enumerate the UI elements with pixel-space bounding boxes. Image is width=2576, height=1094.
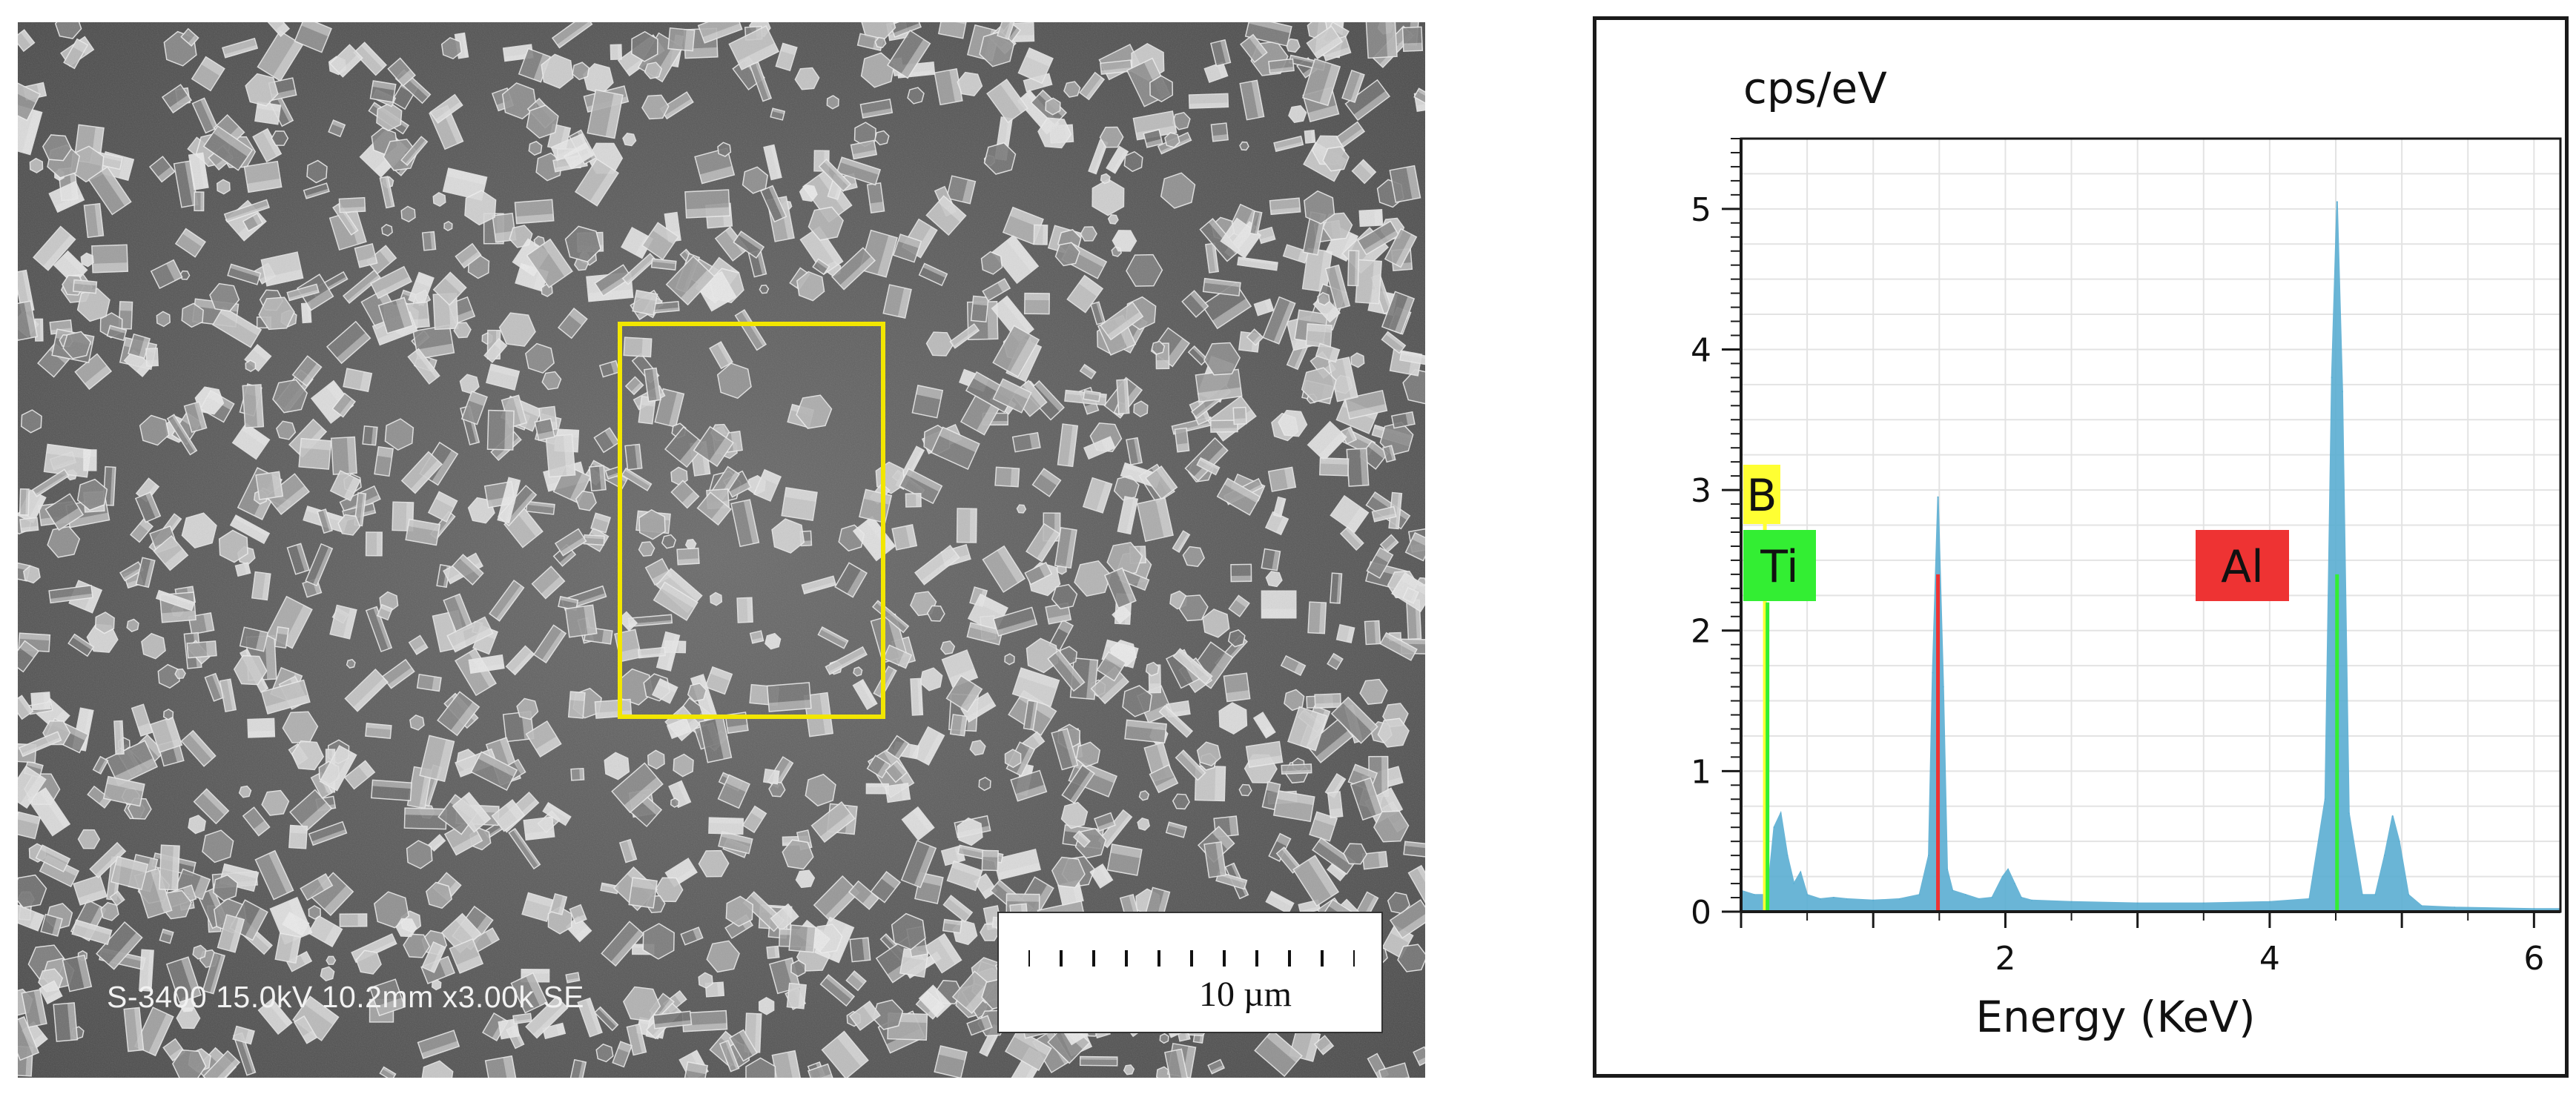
spectrum-point [1918,894,1921,896]
element-label-box [1743,465,1780,524]
spectrum-point [2324,798,2326,800]
spectrum-point [1872,899,1875,901]
sem-image [18,22,1425,1078]
y-tick-label: 0 [1691,894,1711,932]
x-tick-label: 4 [2259,940,2280,978]
spectrum-point [1991,897,1993,899]
spectrum-point [1753,894,1755,896]
x-tick-label: 6 [2523,940,2544,978]
spectrum-point [2408,894,2410,896]
element-label-text: Ti [1760,541,1798,593]
chart-axes [1740,137,2562,913]
element-label-text: B [1746,470,1777,522]
element-labels-layer: BTiAlTi [1743,465,2289,601]
spectrum-point [2331,377,2333,379]
spectrum-point [1832,897,1834,899]
element-label-al: Al [2196,530,2289,601]
spectrum-point [1819,898,1821,900]
spectrum-point [2007,869,2009,871]
spectrum-point [1937,496,1939,498]
element-label-text: Al [2221,541,2264,593]
element-label-ti: Ti [1743,530,1816,601]
spectrum-point [2383,855,2385,857]
element-label-box [2196,530,2289,601]
spectrum-point [1932,672,1934,674]
spectrum-point [2308,898,2311,900]
x-axis-label: Energy (KeV) [1975,992,2255,1042]
spectrum-point [2070,901,2073,903]
spectrum-point [2268,901,2270,903]
chart-grid [1741,138,2560,912]
element-label-b: B [1743,465,1780,524]
spectrum-point [1793,883,1795,885]
spectrum-area [1740,202,2561,912]
spectrum-point [2341,391,2343,393]
spectrum-point [2336,201,2338,203]
spectrum-point [1846,898,1848,900]
spectrum-point [2391,815,2394,818]
spectrum-point [1800,871,1802,873]
spectrum-point [1806,894,1809,896]
y-tick-label: 1 [1691,753,1711,791]
spectrum-point [1928,855,1930,857]
spectrum-point [2013,883,2015,885]
y-axis-label: cps/eV [1743,63,1887,113]
scale-bar-label: 10 µm [1199,975,1292,1014]
chart-ticks: 0 1 2 3 4 5 2 4 6 [1691,138,2544,978]
spectrum-point [2020,897,2022,899]
spectrum-point [1952,889,1954,892]
spectrum-point [2348,812,2350,815]
sem-micrograph: 10 µm S-3400 15.0kV 10.2mm x3.00k SE [18,22,1425,1078]
spectrum-point [1942,686,1944,688]
spectrum-point [2420,905,2423,907]
y-tick-label: 3 [1691,472,1711,510]
spectrum-point [2031,899,2033,901]
spectrum-point [1773,826,1775,829]
spectrum-point [2398,841,2400,843]
spectrum-point [1964,894,1966,896]
spectrum-point [1978,898,1980,900]
spectrum-point [2202,902,2205,904]
spectrum-point [2361,894,2363,896]
sem-noise [18,22,1425,1078]
selection-box [618,322,885,719]
spectrum-point [2001,875,2004,878]
spectrum-point [2374,894,2377,896]
spectrum-point [1786,855,1789,857]
y-tick-label: 5 [1691,191,1711,229]
spectrum-point [2454,906,2456,909]
spectrum-point [2533,908,2535,910]
spectrum-point [1898,898,1900,900]
scale-bar-ticks [1028,950,1355,967]
spectrum-point [1780,812,1782,815]
sem-info-text: S-3400 15.0kV 10.2mm x3.00k SE [107,980,585,1014]
spectrum-point [2136,902,2139,904]
element-label-box [1743,530,1816,601]
spectrum-area-layer [1740,201,2561,912]
spectrum-point [1946,869,1949,871]
y-tick-label: 2 [1691,613,1711,651]
y-tick-label: 4 [1691,331,1711,369]
x-tick-label: 2 [1995,940,2015,978]
scale-bar: 10 µm [997,912,1383,1033]
